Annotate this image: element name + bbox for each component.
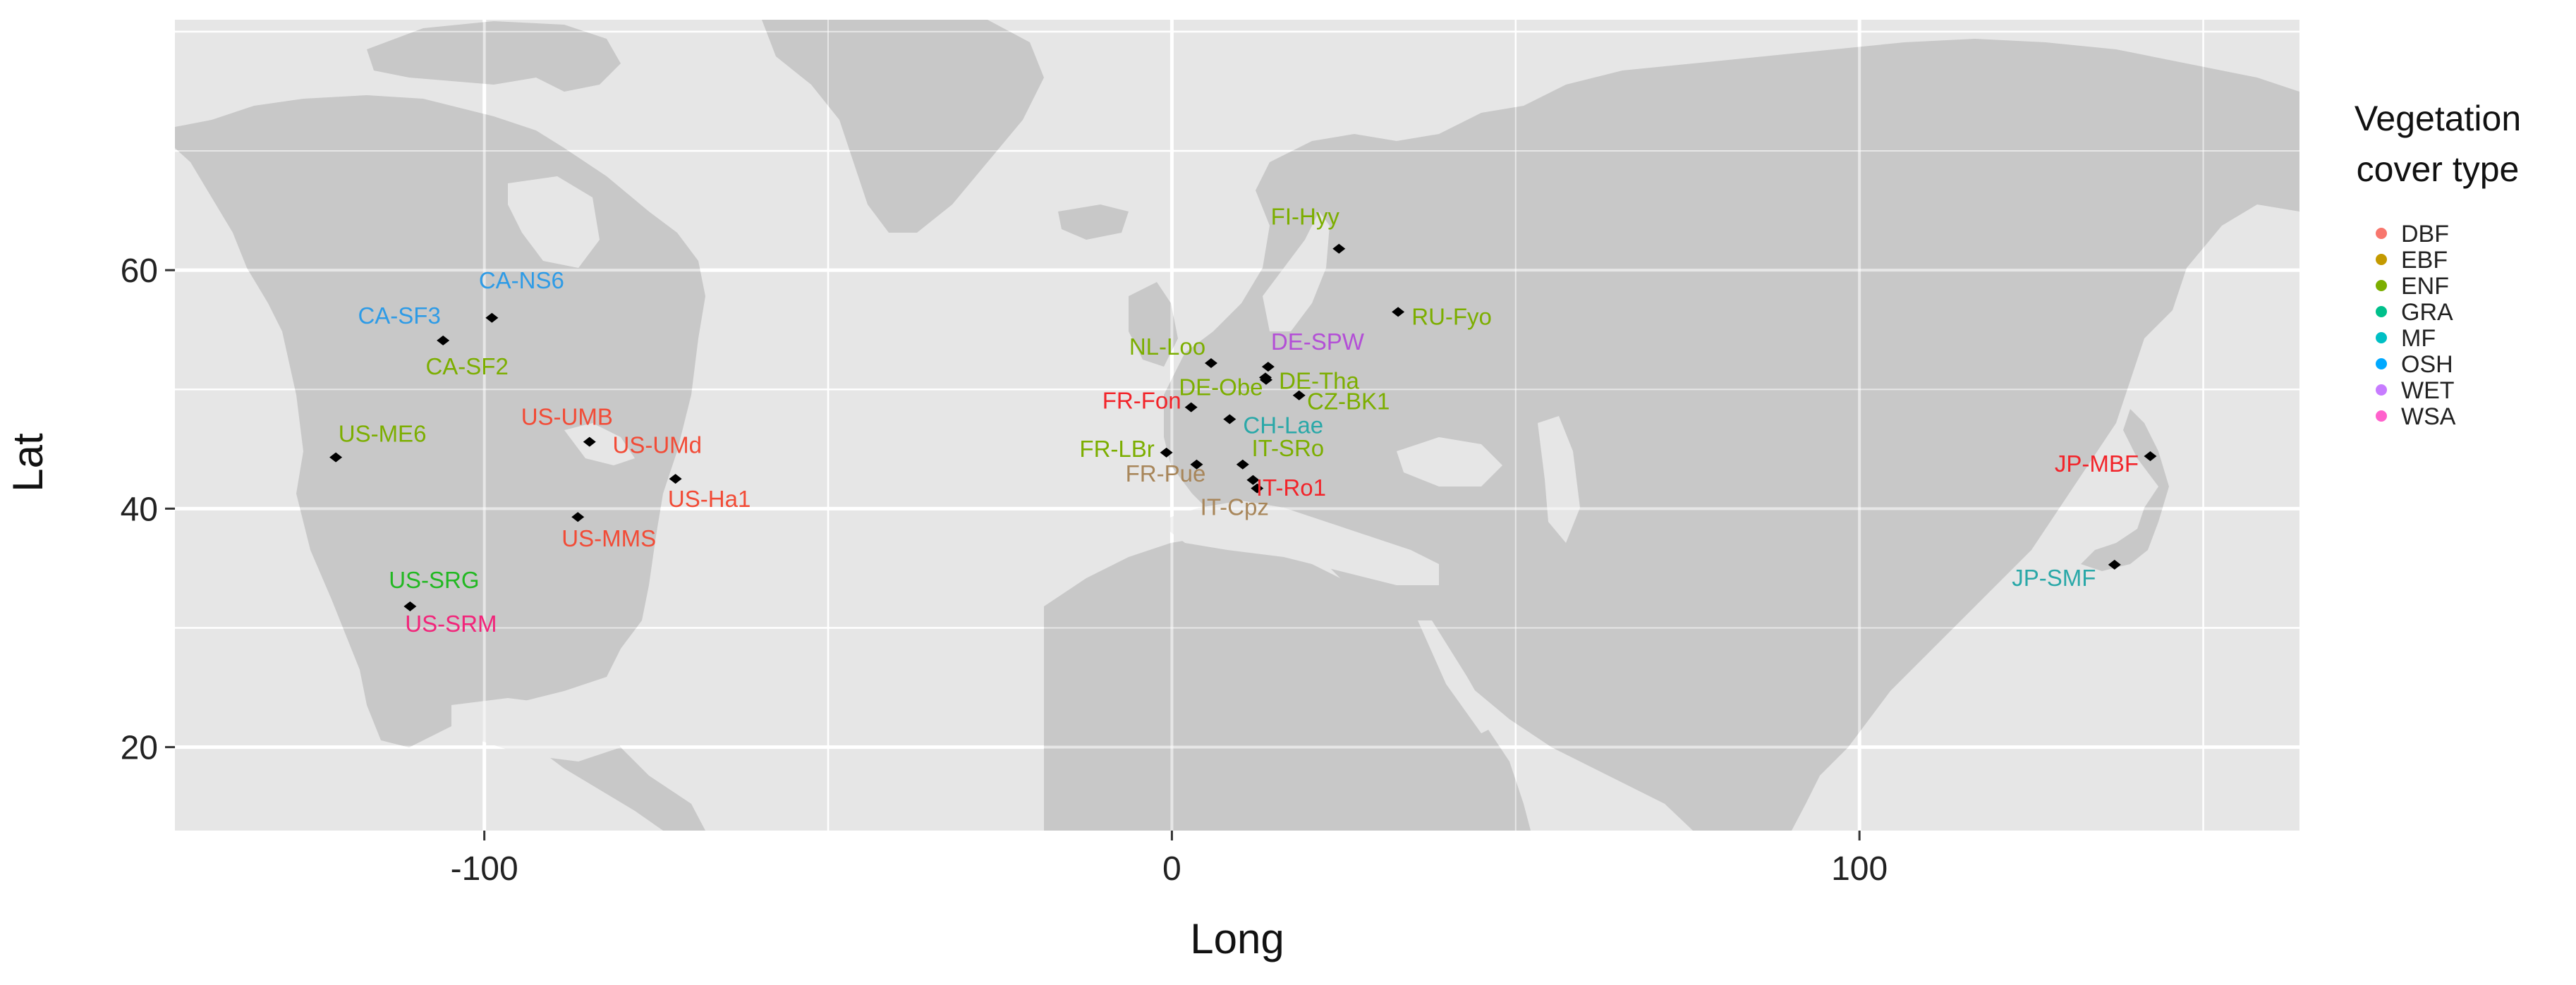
- land-masses: [175, 20, 2299, 831]
- legend-label-osh: OSH: [2401, 351, 2453, 378]
- site-label-us-me6: US-ME6: [339, 421, 427, 447]
- site-points: [329, 243, 2157, 612]
- site-label-us-ha1: US-Ha1: [668, 486, 751, 512]
- legend-title-line: Vegetation: [2355, 99, 2521, 138]
- site-point-cz-bk1: [1292, 390, 1306, 400]
- site-label-nl-loo: NL-Loo: [1129, 334, 1205, 360]
- site-point-jp-mbf: [2144, 451, 2157, 461]
- gulf-of-mexico: [451, 698, 621, 761]
- site-point-nl-loo: [1204, 358, 1217, 369]
- legend-key-wsa: [2376, 410, 2387, 422]
- site-point-ca-sf3: [437, 335, 450, 345]
- legend-label-dbf: DBF: [2401, 221, 2449, 247]
- africa-land: [1044, 536, 1531, 831]
- site-label-us-mms: US-MMS: [561, 525, 656, 551]
- site-point-fi-hyy: [1332, 243, 1346, 254]
- site-label-ca-sf2: CA-SF2: [425, 353, 508, 379]
- site-label-fr-fon: FR-Fon: [1102, 388, 1181, 414]
- site-label-jp-smf: JP-SMF: [2012, 565, 2096, 591]
- legend-key-osh: [2376, 358, 2387, 369]
- legend-label-ebf: EBF: [2401, 247, 2448, 274]
- site-label-cz-bk1: CZ-BK1: [1307, 389, 1390, 415]
- legend-key-gra: [2376, 306, 2387, 317]
- site-point-it-ro1: [1246, 475, 1260, 485]
- site-label-us-srg: US-SRG: [389, 567, 479, 593]
- x-axis-title: Long: [1190, 915, 1284, 962]
- site-point-us-srg: [403, 601, 417, 612]
- site-point-ch-lae: [1223, 414, 1237, 424]
- site-point-us-umb: [583, 436, 596, 447]
- legend-label-gra: GRA: [2401, 299, 2453, 326]
- site-label-fi-hyy: FI-Hyy: [1271, 204, 1340, 230]
- japan-land: [2081, 409, 2169, 571]
- mediterranean-sea: [1157, 501, 1439, 585]
- great-lakes: [564, 423, 635, 465]
- site-point-de-tha: [1258, 372, 1272, 383]
- site-label-us-srm: US-SRM: [405, 611, 497, 637]
- site-point-fr-lbr: [1160, 447, 1173, 458]
- site-label-de-obe: DE-Obe: [1179, 374, 1263, 400]
- y-tick-label: 40: [121, 491, 158, 528]
- axes: -100 0 100 20 40 60: [121, 252, 1888, 888]
- legend-label-enf: ENF: [2401, 273, 2449, 300]
- legend-key-dbf: [2376, 228, 2387, 239]
- legend-label-mf: MF: [2401, 325, 2436, 352]
- red-sea: [1418, 620, 1495, 733]
- x-tick-label: -100: [451, 850, 518, 888]
- inland-seas: [451, 176, 1580, 761]
- y-tick-label: 20: [121, 730, 158, 767]
- legend-label-wsa: WSA: [2401, 403, 2456, 430]
- y-tick-label: 60: [121, 252, 158, 290]
- site-point-ru-fyo: [1392, 307, 1405, 317]
- site-label-us-umd: US-UMd: [613, 432, 703, 458]
- x-tick-label: 100: [1831, 850, 1888, 888]
- legend-key-wet: [2376, 384, 2387, 396]
- greenland-land: [762, 20, 1044, 233]
- legend-title-line: cover type: [2357, 149, 2520, 189]
- site-label-de-tha: DE-Tha: [1279, 367, 1359, 393]
- site-point-fr-pue: [1190, 459, 1203, 470]
- gridlines-over-land: [175, 20, 2299, 831]
- site-label-us-umb: US-UMB: [521, 404, 613, 430]
- site-label-it-ro1: IT-Ro1: [1256, 475, 1326, 501]
- iceland-land: [1058, 204, 1129, 240]
- site-label-ch-lae: CH-Lae: [1243, 412, 1323, 439]
- legend-key-mf: [2376, 332, 2387, 343]
- site-label-jp-mbf: JP-MBF: [2055, 451, 2139, 477]
- site-point-ca-ns6: [485, 312, 499, 323]
- site-point-it-cpz: [1251, 483, 1264, 494]
- site-label-it-cpz: IT-Cpz: [1201, 494, 1269, 520]
- site-point-fr-fon: [1184, 402, 1198, 412]
- legend-key-ebf: [2376, 254, 2387, 265]
- site-label-fr-pue: FR-Pue: [1126, 460, 1206, 487]
- legend-label-wet: WET: [2401, 377, 2455, 404]
- black-sea: [1397, 437, 1502, 487]
- site-label-ru-fyo: RU-Fyo: [1411, 303, 1492, 329]
- site-label-it-sro: IT-SRo: [1251, 435, 1324, 461]
- site-point-it-sro: [1236, 459, 1249, 470]
- hudson-bay: [508, 176, 600, 268]
- legend: Vegetation cover type DBFEBFENFGRAMFOSHWET…: [2355, 99, 2521, 430]
- site-label-fr-lbr: FR-LBr: [1079, 436, 1154, 462]
- british-isles-land: [1129, 282, 1178, 367]
- site-label-ca-ns6: CA-NS6: [479, 267, 564, 293]
- legend-key-enf: [2376, 280, 2387, 291]
- site-point-jp-smf: [2108, 559, 2121, 570]
- site-label-de-spw: DE-SPW: [1271, 329, 1365, 355]
- site-point-us-me6: [329, 452, 343, 463]
- caspian-sea: [1538, 416, 1580, 543]
- x-tick-label: 0: [1162, 850, 1181, 888]
- arabia-land: [1411, 620, 1580, 747]
- canada-islands-land: [367, 21, 621, 92]
- site-label-ca-sf3: CA-SF3: [358, 302, 440, 329]
- site-point-us-ha1: [669, 474, 682, 484]
- site-point-us-mms: [571, 512, 585, 522]
- site-point-de-spw: [1261, 362, 1275, 372]
- y-axis-title: Lat: [4, 433, 51, 492]
